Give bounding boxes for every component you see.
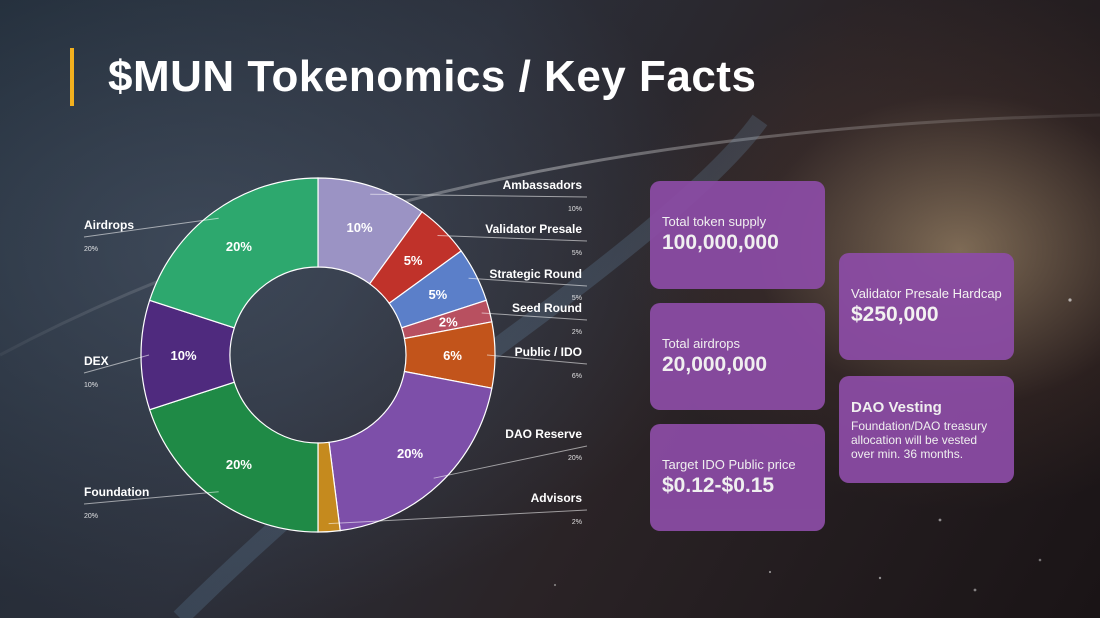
fact-value: $250,000	[851, 302, 939, 326]
legend-entry-value: 10%	[568, 206, 582, 213]
legend-leader-line	[83, 491, 219, 505]
slice-data-label: 5%	[428, 287, 447, 302]
legend-entry-name: Strategic Round	[489, 267, 582, 281]
legend-entry-name: Ambassadors	[503, 178, 583, 192]
fact-card-dao-vesting: DAO Vesting Foundation/DAO treasury allo…	[839, 376, 1014, 483]
slice-data-label: 5%	[404, 253, 423, 268]
legend-leader-line	[468, 277, 588, 287]
legend-entry-name: Seed Round	[512, 301, 582, 315]
donut-slice-dao-reserve	[328, 370, 493, 532]
legend-leader-line	[370, 193, 588, 198]
star	[973, 588, 977, 592]
legend-entry-value: 5%	[572, 250, 582, 257]
legend-entry-value: 20%	[568, 455, 582, 462]
fact-card-total-airdrops: Total airdrops 20,000,000	[650, 303, 825, 410]
star	[878, 576, 882, 580]
legend-entry-name: Public / IDO	[515, 345, 582, 359]
legend-entry-value: 10%	[84, 382, 98, 389]
fact-label: Target IDO Public price	[662, 456, 796, 472]
legend-leader-line	[481, 312, 588, 321]
vesting-text: Foundation/DAO treasury allocation will …	[851, 418, 988, 461]
legend-leader-line	[83, 354, 150, 374]
legend-entry-name: DEX	[84, 354, 109, 368]
legend-entry-value: 2%	[572, 329, 582, 336]
legend-leader-line	[433, 445, 588, 479]
legend-entry-value: 5%	[572, 295, 582, 302]
donut-slice-foundation	[148, 381, 319, 533]
slice-data-label: 2%	[439, 315, 458, 330]
legend-entry-value: 6%	[572, 373, 582, 380]
light-streak	[0, 113, 1100, 357]
fact-label: Total airdrops	[662, 335, 741, 351]
legend-leader-line	[486, 354, 588, 365]
legend-entry-value: 20%	[84, 513, 98, 520]
slice-data-label: 20%	[397, 446, 423, 461]
legend-entry-name: Foundation	[84, 485, 149, 499]
legend-entry-name: Validator Presale	[485, 222, 582, 236]
fact-value: $0.12-$0.15	[662, 473, 775, 497]
page-title: $MUN Tokenomics / Key Facts	[108, 52, 757, 101]
vesting-title: DAO Vesting	[851, 398, 942, 416]
legend-entry-name: Advisors	[531, 491, 583, 505]
legend-entry-name: DAO Reserve	[505, 427, 582, 441]
slice-data-label: 20%	[226, 457, 252, 472]
planet-horizon	[173, 114, 768, 618]
fact-card-presale-hardcap: Validator Presale Hardcap $250,000	[839, 253, 1014, 360]
star	[768, 570, 772, 574]
fact-label: Total token supply	[662, 214, 767, 229]
legend-entry-value: 2%	[572, 519, 582, 526]
legend-entry-name: Airdrops	[84, 218, 134, 232]
fact-label: Validator Presale Hardcap	[851, 285, 1002, 301]
legend-entry-value: 20%	[84, 246, 98, 253]
star	[938, 518, 942, 522]
donut-slice-airdrops	[148, 177, 319, 329]
fact-card-total-supply: Total token supply 100,000,000	[650, 181, 825, 289]
slice-data-label: 10%	[347, 220, 373, 235]
legend-leader-line	[83, 217, 219, 238]
fact-value: 20,000,000	[662, 352, 768, 376]
slice-data-label: 10%	[170, 348, 196, 363]
fact-card-ido-price: Target IDO Public price $0.12-$0.15	[650, 424, 825, 531]
slice-data-label: 20%	[226, 239, 252, 254]
legend-leader-line	[437, 234, 588, 242]
fact-value: 100,000,000	[662, 231, 779, 254]
star	[1068, 298, 1072, 302]
star	[1038, 558, 1042, 562]
star	[553, 583, 557, 587]
slice-data-label: 6%	[443, 348, 462, 363]
title-accent-bar	[70, 48, 74, 106]
legend-leader-line	[328, 509, 588, 525]
